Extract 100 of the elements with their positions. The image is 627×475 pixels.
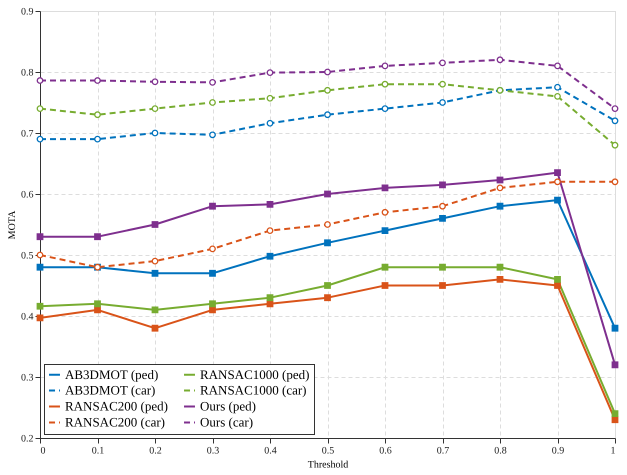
- point: [152, 324, 158, 332]
- point: [94, 111, 101, 118]
- y-tick-label: 0.7: [21, 128, 34, 140]
- y-tick-label: 0.3: [21, 372, 34, 384]
- x-tick-label: 0: [40, 446, 46, 456]
- point: [324, 68, 331, 76]
- point: [439, 59, 446, 66]
- point: [439, 99, 446, 106]
- point: [324, 294, 331, 302]
- point: [209, 131, 216, 138]
- point: [324, 86, 331, 94]
- point: [152, 105, 158, 112]
- point: [94, 300, 101, 308]
- x-tick-label: 0.3: [206, 446, 220, 456]
- point: [439, 181, 446, 188]
- point: [439, 282, 446, 289]
- point: [554, 62, 561, 70]
- point: [496, 202, 504, 210]
- point: [94, 136, 101, 142]
- point: [152, 221, 158, 228]
- legend-label: RANSAC1000 (car): [200, 382, 307, 398]
- point: [324, 282, 331, 289]
- y-tick-label: 0.5: [21, 250, 34, 262]
- point: [36, 77, 44, 84]
- point: [382, 80, 388, 88]
- point: [496, 184, 504, 192]
- point: [36, 136, 44, 142]
- point: [324, 239, 331, 246]
- x-tick-label: 0.8: [494, 446, 507, 456]
- point: [612, 142, 618, 149]
- point: [36, 233, 44, 240]
- point: [266, 69, 274, 76]
- legend-label: RANSAC200 (ped): [65, 398, 168, 414]
- point: [209, 99, 216, 106]
- point: [36, 105, 44, 112]
- point: [266, 200, 274, 208]
- y-axis-title: MOTA: [7, 210, 18, 240]
- point: [266, 252, 274, 260]
- point: [94, 306, 101, 314]
- x-tick-label: 0.1: [92, 446, 104, 456]
- point: [612, 117, 618, 124]
- point: [382, 105, 388, 112]
- point: [324, 111, 331, 118]
- point: [382, 282, 388, 289]
- point: [382, 264, 388, 271]
- x-tick-label: 0.6: [379, 446, 392, 456]
- point: [209, 300, 216, 308]
- point: [612, 178, 618, 186]
- y-tick-label: 0.8: [21, 68, 34, 78]
- point: [266, 94, 274, 102]
- point: [266, 120, 274, 127]
- point: [496, 264, 504, 271]
- point: [36, 302, 44, 310]
- x-tick-label: 0.4: [264, 446, 277, 456]
- legend-label: AB3DMOT (car): [65, 382, 156, 398]
- point: [554, 178, 561, 186]
- point: [554, 84, 561, 91]
- point: [209, 78, 216, 86]
- y-tick-label: 0.6: [21, 190, 34, 200]
- point: [266, 227, 274, 234]
- point: [554, 196, 561, 204]
- point: [554, 93, 561, 100]
- x-tick-label: 1: [610, 446, 616, 456]
- point: [324, 190, 331, 198]
- point: [612, 105, 618, 112]
- point: [439, 80, 446, 88]
- point: [382, 227, 388, 234]
- x-tick-label: 0.9: [552, 446, 564, 456]
- point: [612, 324, 618, 332]
- y-tick-label: 0.2: [21, 434, 34, 444]
- x-tick-label: 0.2: [149, 446, 162, 456]
- point: [439, 264, 446, 271]
- point: [209, 306, 216, 314]
- x-tick-label: 0.5: [322, 446, 334, 456]
- point: [382, 62, 388, 70]
- point: [209, 202, 216, 210]
- legend-label: RANSAC1000 (ped): [200, 366, 310, 382]
- y-tick-label: 0.4: [21, 312, 34, 322]
- point: [36, 264, 44, 271]
- point: [382, 208, 388, 216]
- y-tick-label: 0.9: [21, 6, 34, 18]
- point: [152, 78, 158, 86]
- point: [152, 130, 158, 136]
- point: [266, 300, 274, 308]
- point: [496, 176, 504, 184]
- point: [209, 270, 216, 277]
- point: [209, 246, 216, 252]
- point: [152, 270, 158, 277]
- x-axis-title: Threshold: [308, 460, 348, 470]
- legend-label: AB3DMOT (ped): [65, 366, 158, 382]
- point: [94, 77, 101, 84]
- point: [554, 169, 561, 176]
- point: [382, 184, 388, 192]
- point: [324, 221, 331, 228]
- point: [266, 294, 274, 302]
- point: [612, 361, 618, 368]
- point: [554, 276, 561, 283]
- point: [612, 410, 618, 417]
- point: [152, 258, 158, 264]
- point: [36, 314, 44, 322]
